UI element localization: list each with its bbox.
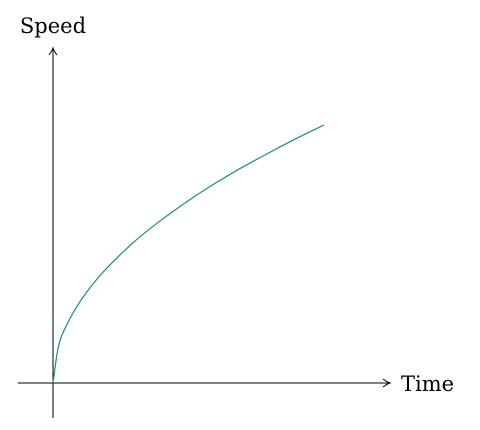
y-axis-label: Speed <box>20 14 86 38</box>
x-axis-label: Time <box>401 372 454 396</box>
series-layer <box>52 124 325 384</box>
series-line-0 <box>52 124 325 384</box>
